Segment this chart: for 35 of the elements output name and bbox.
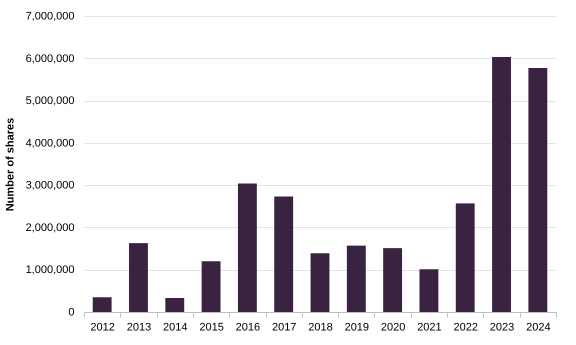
bar (310, 253, 330, 312)
bar (92, 297, 112, 312)
y-tick-label: 4,000,000 (26, 137, 74, 150)
bar (202, 261, 221, 312)
y-axis-title: Number of shares (4, 118, 17, 212)
x-tick-label: 2016 (236, 322, 260, 334)
y-tick-label: 6,000,000 (26, 52, 74, 65)
x-tick-label: 2021 (417, 322, 442, 334)
y-tick-label: 5,000,000 (26, 95, 74, 108)
bar (165, 298, 184, 312)
x-tick-label: 2018 (308, 322, 333, 334)
x-tick-label: 2015 (199, 322, 224, 334)
x-tick-label: 2013 (126, 322, 152, 334)
x-tick-label: 2023 (490, 322, 514, 334)
x-tick-label: 2024 (526, 322, 551, 334)
x-tick-label: 2012 (90, 322, 115, 334)
bar (383, 248, 402, 312)
x-tick-label: 2017 (272, 322, 296, 334)
x-tick-label: 2019 (344, 322, 370, 334)
y-tick-label: 3,000,000 (26, 180, 74, 192)
bar (274, 196, 294, 312)
y-tick-label: 2,000,000 (26, 222, 74, 234)
y-tick-label: 0 (68, 306, 74, 318)
bar (238, 183, 257, 312)
x-tick-label: 2014 (163, 322, 188, 334)
bar (419, 269, 438, 312)
bar (492, 57, 511, 312)
y-tick-label: 7,000,000 (26, 10, 74, 22)
bar (528, 68, 548, 312)
x-tick-label: 2022 (453, 322, 478, 334)
y-tick-label: 1,000,000 (26, 264, 74, 276)
bar (346, 246, 366, 312)
bar (456, 203, 475, 312)
x-tick-label: 2020 (380, 322, 406, 334)
bar (129, 243, 148, 312)
